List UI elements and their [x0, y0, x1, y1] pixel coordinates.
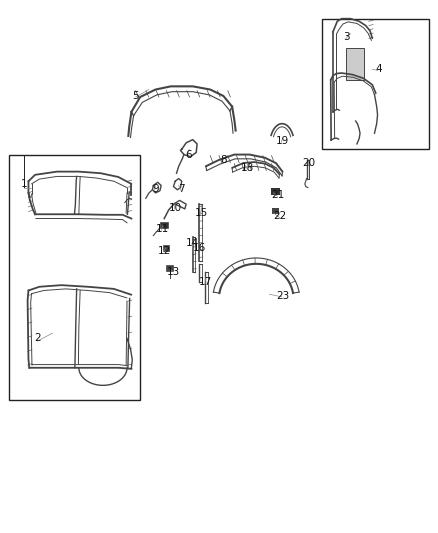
Text: 16: 16	[193, 243, 206, 253]
Bar	[9, 155, 140, 400]
Text: 18: 18	[241, 163, 254, 173]
Bar	[166, 265, 173, 271]
Text: 20: 20	[302, 158, 315, 167]
Text: 5: 5	[132, 91, 139, 101]
Text: 19: 19	[276, 136, 289, 146]
Text: 17: 17	[199, 278, 212, 287]
Text: 8: 8	[220, 155, 227, 165]
Text: 11: 11	[155, 224, 169, 234]
Text: 22: 22	[274, 211, 287, 221]
Bar	[160, 222, 168, 228]
Text: 13: 13	[166, 267, 180, 277]
Text: 23: 23	[276, 291, 289, 301]
Bar	[346, 48, 364, 80]
Bar	[271, 188, 280, 195]
Text: 6: 6	[185, 150, 192, 159]
Text: 9: 9	[152, 184, 159, 194]
Text: 4: 4	[375, 64, 382, 74]
Text: 14: 14	[186, 238, 199, 247]
Text: 2: 2	[34, 334, 41, 343]
Bar	[272, 208, 279, 214]
Text: 7: 7	[178, 184, 185, 194]
Bar	[322, 19, 429, 149]
Text: 15: 15	[195, 208, 208, 218]
Text: 12: 12	[158, 246, 171, 255]
Text: 3: 3	[343, 33, 350, 42]
Text: 21: 21	[272, 190, 285, 199]
Text: 10: 10	[169, 203, 182, 213]
Bar	[163, 245, 169, 251]
Text: 1: 1	[21, 179, 28, 189]
